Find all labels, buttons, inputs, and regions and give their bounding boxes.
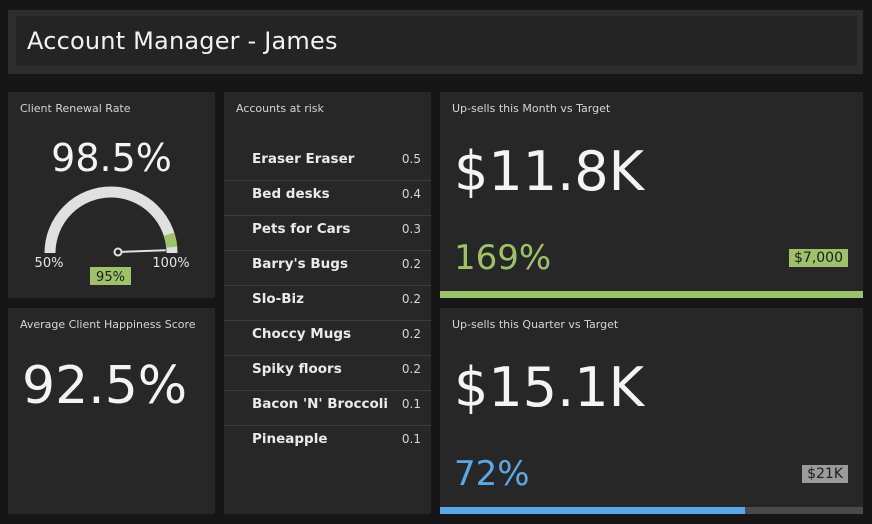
- upsells-quarter-percent: 72%: [454, 454, 530, 494]
- progress-fill: [440, 291, 863, 298]
- risk-score: 0.2: [401, 292, 421, 306]
- risk-row[interactable]: Choccy Mugs 0.2: [224, 321, 431, 356]
- gauge-max-label: 100%: [152, 256, 189, 271]
- progress-track: [440, 291, 863, 298]
- progress-track: [440, 507, 863, 514]
- risk-row[interactable]: Spiky floors 0.2: [224, 356, 431, 391]
- risk-score: 0.3: [401, 222, 421, 236]
- account-name: Spiky floors: [252, 361, 342, 377]
- renewal-rate-tile[interactable]: Client Renewal Rate 98.5% 50% 100% 95%: [8, 92, 215, 298]
- tile-title: Up-sells this Quarter vs Target: [452, 318, 619, 331]
- account-name: Slo-Biz: [252, 291, 305, 307]
- risk-list: Eraser Eraser 0.5 Bed desks 0.4 Pets for C…: [224, 146, 431, 461]
- page-title: Account Manager - James: [27, 27, 338, 55]
- tile-title: Average Client Happiness Score: [20, 318, 196, 331]
- gauge-marker-badge: [90, 267, 131, 285]
- gauge-fill: [163, 232, 178, 248]
- risk-score: 0.2: [401, 257, 421, 271]
- risk-row[interactable]: Bed desks 0.4: [224, 181, 431, 216]
- upsells-month-value: $11.8K: [454, 140, 645, 203]
- upsells-month-target: $7,000: [789, 249, 848, 267]
- risk-row[interactable]: Slo-Biz 0.2: [224, 286, 431, 321]
- upsells-month-tile[interactable]: Up-sells this Month vs Target $11.8K 169…: [440, 92, 863, 298]
- account-name: Pets for Cars: [252, 221, 351, 237]
- upsells-quarter-value: $15.1K: [454, 356, 645, 419]
- renewal-gauge: 50% 100% 95%: [35, 186, 190, 285]
- tile-title: Up-sells this Month vs Target: [452, 102, 611, 115]
- header-inner: [16, 16, 857, 66]
- happiness-score-tile[interactable]: Average Client Happiness Score 92.5%: [8, 308, 215, 514]
- account-name: Choccy Mugs: [252, 326, 352, 342]
- accounts-at-risk-tile[interactable]: Accounts at risk Eraser Eraser 0.5 Bed de…: [224, 92, 431, 514]
- tile-title: Client Renewal Rate: [20, 102, 131, 115]
- account-name: Bed desks: [252, 186, 330, 202]
- account-name: Pineapple: [252, 431, 328, 447]
- risk-score: 0.2: [401, 362, 421, 376]
- gauge-needle: [117, 249, 166, 253]
- gauge-track: [44, 186, 178, 254]
- gauge-marker-label: 95%: [96, 270, 125, 285]
- account-name: Barry's Bugs: [252, 256, 348, 272]
- gauge-hub: [113, 247, 123, 257]
- risk-row[interactable]: Eraser Eraser 0.5: [224, 146, 431, 181]
- risk-score: 0.4: [401, 187, 421, 201]
- account-name: Bacon 'N' Broccoli: [252, 396, 389, 412]
- happiness-score-value: 92.5%: [22, 356, 188, 416]
- risk-score: 0.2: [401, 327, 421, 341]
- risk-score: 0.1: [401, 397, 421, 411]
- tile-title: Accounts at risk: [236, 102, 324, 115]
- risk-row[interactable]: Pets for Cars 0.3: [224, 216, 431, 251]
- account-name: Eraser Eraser: [252, 151, 355, 167]
- renewal-rate-value: 98.5%: [51, 136, 172, 180]
- upsells-month-percent: 169%: [454, 238, 552, 278]
- risk-score: 0.1: [401, 432, 421, 446]
- risk-row[interactable]: Pineapple 0.1: [224, 426, 431, 461]
- risk-score: 0.5: [401, 152, 421, 166]
- progress-fill: [440, 507, 745, 514]
- upsells-quarter-target: $21K: [802, 465, 848, 483]
- risk-row[interactable]: Barry's Bugs 0.2: [224, 251, 431, 286]
- upsells-quarter-tile[interactable]: Up-sells this Quarter vs Target $15.1K 7…: [440, 308, 863, 514]
- risk-row[interactable]: Bacon 'N' Broccoli 0.1: [224, 391, 431, 426]
- header-bar: Account Manager - James: [8, 10, 863, 74]
- gauge-min-label: 50%: [35, 256, 64, 271]
